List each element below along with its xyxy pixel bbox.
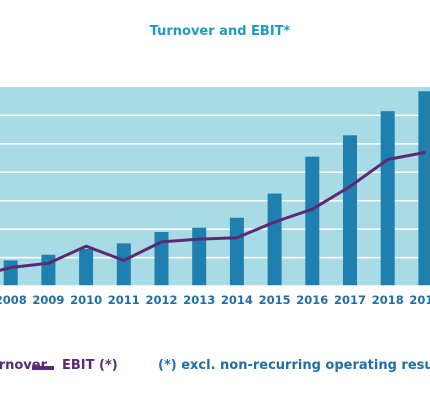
line-ebit [0,150,426,272]
chart-legend: Turnover EBIT (*) [0,358,430,378]
x-tick-label: 2008 [0,293,27,307]
x-tick-label: 2011 [108,293,140,307]
chart-annotation: (*) excl. non-recurring operating result [158,358,430,373]
x-tick-label: 2017 [334,293,366,307]
bar-turnover [418,91,430,286]
bar-turnover [267,193,282,286]
legend-swatch-ebit [32,366,54,370]
legend-ebit-label: EBIT (*) [62,358,118,373]
x-tick-label: 2010 [70,293,102,307]
x-tick-label: 2012 [145,293,177,307]
bar-turnover [380,111,395,287]
bar-turnover [41,254,56,286]
x-tick-label: 2013 [183,293,215,307]
x-tick-label: 2019 [409,293,430,307]
bar-turnover [343,135,357,286]
bar-turnover [192,227,207,286]
x-tick-label: 2009 [32,293,64,307]
x-tick-label: 2015 [259,293,291,307]
chart-title: Turnover and EBIT* [149,24,291,39]
bar-turnover [305,156,320,286]
bar-turnover [79,249,94,286]
x-tick-label: 2014 [221,293,253,307]
x-tick-label: 2016 [296,293,328,307]
bar-turnover [154,231,169,286]
bar-turnover [229,217,244,286]
bar-turnover [116,243,131,286]
x-tick-label: 2018 [372,293,404,307]
bar-turnover [3,260,18,286]
